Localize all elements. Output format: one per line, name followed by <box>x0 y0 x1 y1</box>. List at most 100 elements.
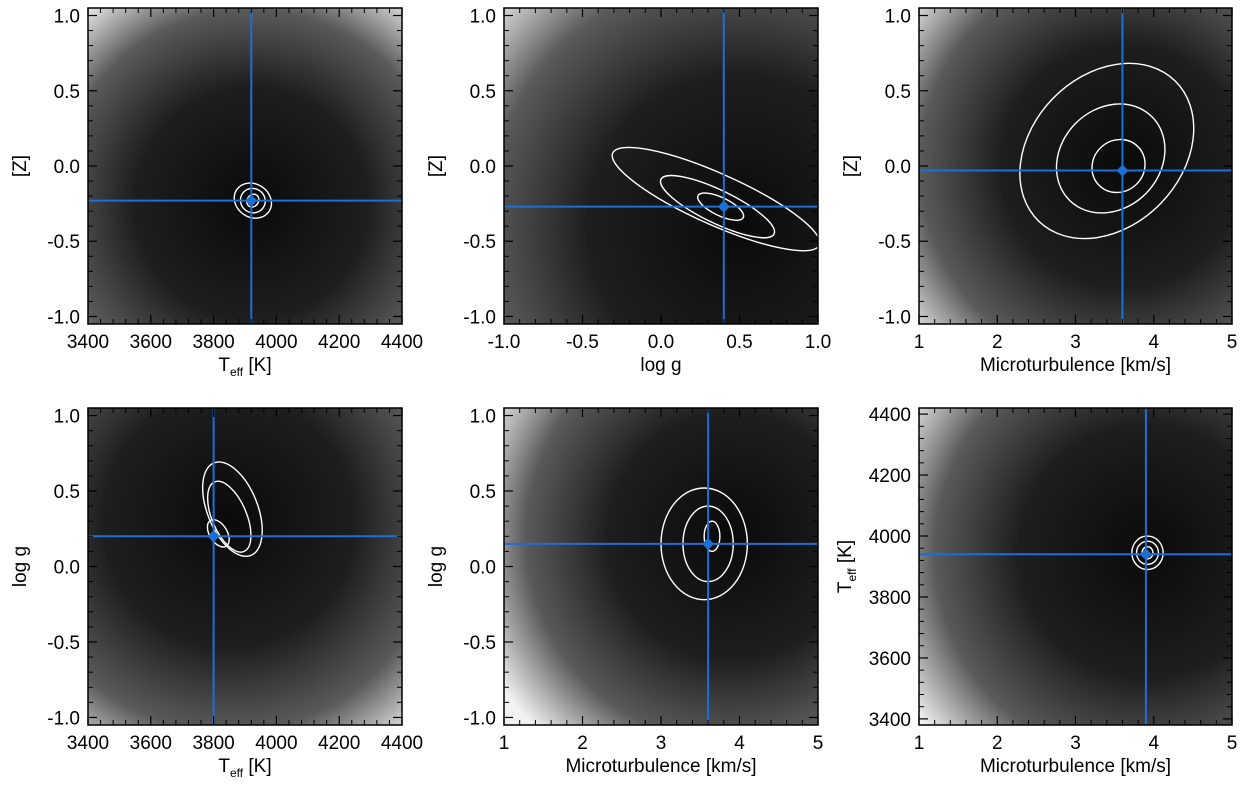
y-tick-label: 3600 <box>869 649 911 670</box>
heatmap-background <box>88 408 402 725</box>
best-fit-point <box>1116 164 1129 177</box>
y-tick-label: -0.5 <box>878 232 911 253</box>
x-tick-label: 4 <box>734 733 745 754</box>
panel-4: 3400 3600 3800 4000 4200 4400 -1.0 -0.5 0.0 0.5 1.… <box>10 407 423 780</box>
x-tick-label: 3 <box>656 733 667 754</box>
best-fit-point <box>245 194 258 207</box>
x-tick-label: 2 <box>577 733 588 754</box>
best-fit-point <box>207 530 220 543</box>
x-tick-label: -1.0 <box>488 332 521 353</box>
contour-level-3 <box>1019 62 1195 240</box>
y-tick-label: -0.5 <box>47 633 80 654</box>
x-tick-label: 4400 <box>381 733 423 754</box>
x-tick-label: -0.5 <box>566 332 599 353</box>
y-tick-label: 0.5 <box>885 82 911 103</box>
heatmap-background <box>919 8 1232 324</box>
y-tick-label: -1.0 <box>463 708 496 729</box>
x-axis-label: log g <box>640 355 681 376</box>
x-tick-label: 5 <box>1227 733 1238 754</box>
x-tick-label: 3 <box>1070 332 1081 353</box>
y-tick-label: -0.5 <box>463 633 496 654</box>
y-tick-label: 0.0 <box>470 157 496 178</box>
y-tick-label: -0.5 <box>47 232 80 253</box>
y-axis-label: [Z] <box>10 155 31 177</box>
panel-5: 1 2 3 4 5 -1.0 -0.5 0.0 0.5 1.0 Microturbulence [k… <box>426 407 823 777</box>
contour-level-2 <box>1135 540 1160 566</box>
x-tick-label: 4000 <box>255 332 297 353</box>
x-tick-label: 4000 <box>255 733 297 754</box>
contour-level-2 <box>1055 103 1166 214</box>
x-tick-label: 3600 <box>130 332 172 353</box>
x-tick-label: 3800 <box>192 332 234 353</box>
y-tick-label: 4400 <box>869 405 911 426</box>
x-tick-label: 3 <box>1070 733 1081 754</box>
y-axis-label: [Z] <box>426 155 447 177</box>
x-axis-label: Teff [K] <box>218 756 271 780</box>
x-tick-label: 0.0 <box>648 332 674 353</box>
contour-level-3 <box>1131 535 1164 571</box>
x-axis-label: Microturbulence [km/s] <box>980 756 1171 777</box>
panel-3: 1 2 3 4 5 -1.0 -0.5 0.0 0.5 1.0 Microturbulence [k… <box>841 7 1237 376</box>
panel-6: 1 2 3 4 5 3400 3600 3800 4000 4200 4400 Microturbul… <box>835 405 1237 777</box>
y-tick-label: 0.0 <box>885 157 911 178</box>
x-axis-label: Microturbulence [km/s] <box>980 355 1171 376</box>
y-axis-label: log g <box>426 546 447 587</box>
x-tick-label: 3400 <box>67 332 109 353</box>
x-tick-label: 4200 <box>318 733 360 754</box>
contour-level-1 <box>246 193 260 208</box>
contour-level-3 <box>611 146 818 252</box>
y-tick-label: 1.0 <box>54 407 80 428</box>
y-tick-label: 0.0 <box>470 558 496 579</box>
x-tick-label: 1 <box>914 733 925 754</box>
y-axis-label: log g <box>10 546 31 587</box>
y-tick-label: -1.0 <box>47 307 80 328</box>
x-tick-label: 5 <box>813 733 824 754</box>
heatmap-background <box>504 408 818 725</box>
y-tick-label: 3800 <box>869 588 911 609</box>
panel-1: 3400 3600 3800 4000 4200 4400 -1.0 -0.5 0.0 0.5 1.… <box>10 7 423 379</box>
x-axis-label: Teff [K] <box>218 355 271 379</box>
best-fit-point <box>717 200 730 213</box>
x-tick-label: 4 <box>1148 332 1159 353</box>
x-tick-label: 1 <box>499 733 510 754</box>
y-tick-label: 3400 <box>869 710 911 731</box>
y-tick-label: -1.0 <box>878 307 911 328</box>
x-tick-label: 5 <box>1227 332 1238 353</box>
y-tick-label: 4200 <box>869 466 911 487</box>
x-tick-label: 1.0 <box>805 332 831 353</box>
y-tick-label: 0.5 <box>54 82 80 103</box>
best-fit-point <box>1139 548 1152 561</box>
x-tick-label: 3600 <box>130 733 172 754</box>
x-tick-label: 4400 <box>381 332 423 353</box>
x-tick-label: 2 <box>992 733 1003 754</box>
contour-level-1 <box>703 520 721 553</box>
contour-level-3 <box>233 182 273 219</box>
x-axis-label: Microturbulence [km/s] <box>565 756 756 777</box>
y-tick-label: 1.0 <box>470 7 496 28</box>
contour-level-2 <box>239 187 266 214</box>
y-tick-label: -1.0 <box>463 307 496 328</box>
y-tick-label: 0.0 <box>54 157 80 178</box>
y-tick-label: 1.0 <box>470 407 496 428</box>
y-tick-label: -1.0 <box>47 708 80 729</box>
x-tick-label: 4200 <box>318 332 360 353</box>
y-tick-label: 1.0 <box>885 7 911 28</box>
x-tick-label: 3800 <box>192 733 234 754</box>
y-axis-label: Teff [K] <box>835 540 859 593</box>
x-tick-label: 0.5 <box>726 332 752 353</box>
y-tick-label: 0.0 <box>54 558 80 579</box>
y-tick-label: 1.0 <box>54 7 80 28</box>
y-tick-label: 4000 <box>869 527 911 548</box>
y-axis-label: [Z] <box>841 155 862 177</box>
y-tick-label: 0.5 <box>54 482 80 503</box>
x-tick-label: 3400 <box>67 733 109 754</box>
x-tick-label: 1 <box>914 332 925 353</box>
heatmap-background <box>919 408 1232 725</box>
heatmap-background <box>504 8 818 324</box>
panel-2: -1.0 -0.5 0.0 0.5 1.0 -1.0 -0.5 0.0 0.5 1.0 log g [… <box>426 7 831 376</box>
best-fit-point <box>702 537 715 550</box>
y-tick-label: -0.5 <box>463 232 496 253</box>
x-tick-label: 4 <box>1148 733 1159 754</box>
y-tick-label: 0.5 <box>470 82 496 103</box>
